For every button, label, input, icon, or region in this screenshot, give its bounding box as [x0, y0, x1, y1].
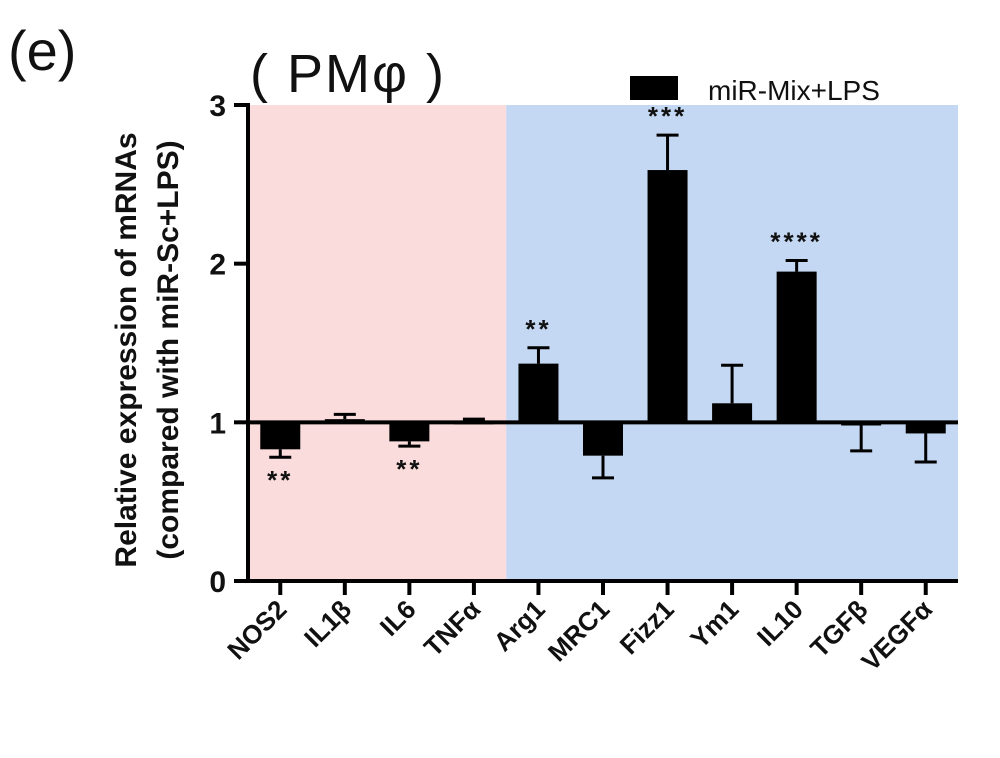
y-tick-label-1: 1 — [209, 407, 226, 440]
legend: miR-Mix+LPS — [630, 75, 880, 106]
bar-MRC1 — [583, 422, 623, 456]
x-tick-label-IL6: IL6 — [374, 594, 422, 642]
background-regions — [248, 105, 958, 581]
significance-IL6: ** — [396, 454, 422, 484]
significance-Arg1: ** — [525, 314, 551, 344]
bar-VEGFα — [905, 422, 946, 434]
significance-NOS2: ** — [267, 465, 293, 495]
y-axis-label: Relative expression of mRNAs (compared w… — [110, 132, 185, 567]
bar-IL10 — [776, 271, 817, 423]
bar-Arg1 — [518, 363, 559, 423]
x-tick-label-Ym1: Ym1 — [684, 594, 744, 654]
bar-NOS2 — [260, 422, 301, 450]
bars: ** *********** — [248, 101, 958, 495]
y-tick-label-3: 3 — [209, 90, 226, 123]
bar-Fizz1 — [647, 170, 688, 423]
bar-IL6 — [389, 422, 430, 442]
significance-Fizz1: *** — [648, 101, 687, 131]
y-tick-label-2: 2 — [209, 249, 226, 282]
bar-Ym1 — [712, 403, 753, 423]
x-tick-label-TNFα: TNFα — [418, 594, 486, 662]
x-tick-label-Arg1: Arg1 — [488, 594, 551, 657]
background-region-2 — [506, 105, 958, 581]
y-tick-label-0: 0 — [209, 566, 226, 599]
background-region-1 — [248, 105, 507, 581]
x-tick-label-VEGFα: VEGFα — [855, 594, 938, 677]
x-tick-label-IL1β: IL1β — [298, 594, 357, 653]
y-axis-label-line-1: Relative expression of mRNAs — [110, 132, 143, 567]
y-axis-label-line-2: (compared with miR-Sc+LPS) — [152, 140, 185, 559]
legend-swatch — [630, 76, 678, 100]
legend-label: miR-Mix+LPS — [708, 75, 880, 106]
significance-IL10: **** — [770, 226, 822, 256]
x-tick-label-MRC1: MRC1 — [542, 594, 615, 667]
x-tick-label-NOS2: NOS2 — [221, 594, 292, 665]
panel-label: (e) — [8, 19, 76, 82]
chart-title: ( PMφ ) — [250, 44, 446, 104]
x-tick-label-IL10: IL10 — [751, 594, 809, 652]
x-tick-label-Fizz1: Fizz1 — [614, 594, 680, 660]
